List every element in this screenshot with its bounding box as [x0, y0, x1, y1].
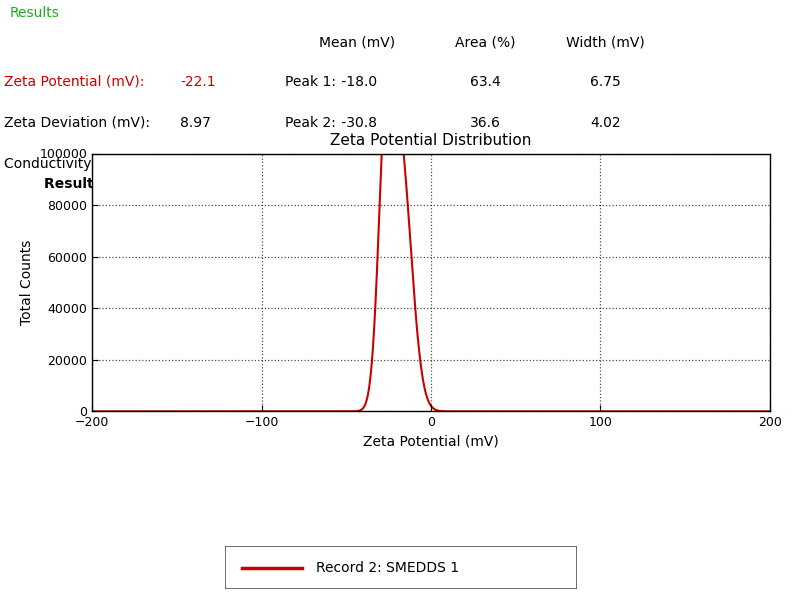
Text: 8.97: 8.97	[180, 116, 211, 130]
X-axis label: Zeta Potential (mV): Zeta Potential (mV)	[363, 435, 499, 449]
Text: Peak 1:: Peak 1:	[285, 75, 336, 88]
Text: -22.1: -22.1	[180, 75, 216, 88]
Text: Record 2: SMEDDS 1: Record 2: SMEDDS 1	[316, 561, 460, 575]
Text: 0.00: 0.00	[339, 157, 375, 171]
Text: Zeta Potential (mV):: Zeta Potential (mV):	[4, 75, 148, 88]
Text: -30.8: -30.8	[337, 116, 377, 130]
Text: Peak 2:: Peak 2:	[285, 116, 335, 130]
Text: 0.0: 0.0	[474, 157, 496, 171]
Text: Zeta Deviation (mV):: Zeta Deviation (mV):	[4, 116, 154, 130]
Text: Conductivity (mS/cm):: Conductivity (mS/cm):	[4, 157, 164, 171]
Text: 0.0995: 0.0995	[180, 157, 229, 171]
Text: 63.4: 63.4	[470, 75, 500, 88]
Text: Area (%): Area (%)	[455, 36, 516, 49]
Text: Width (mV): Width (mV)	[566, 36, 645, 49]
Text: Results: Results	[10, 6, 59, 20]
FancyBboxPatch shape	[225, 546, 577, 589]
Text: Peak 3:: Peak 3:	[285, 157, 335, 171]
Text: See result quality report: See result quality report	[156, 177, 325, 190]
Text: 4.02: 4.02	[590, 116, 621, 130]
Text: 0.00: 0.00	[590, 157, 621, 171]
Y-axis label: Total Counts: Total Counts	[20, 239, 34, 325]
Title: Zeta Potential Distribution: Zeta Potential Distribution	[330, 133, 532, 148]
Text: 36.6: 36.6	[470, 116, 500, 130]
Text: 6.75: 6.75	[590, 75, 621, 88]
Text: Mean (mV): Mean (mV)	[319, 36, 395, 49]
Text: Result quality:: Result quality:	[44, 177, 163, 190]
Text: -18.0: -18.0	[337, 75, 377, 88]
